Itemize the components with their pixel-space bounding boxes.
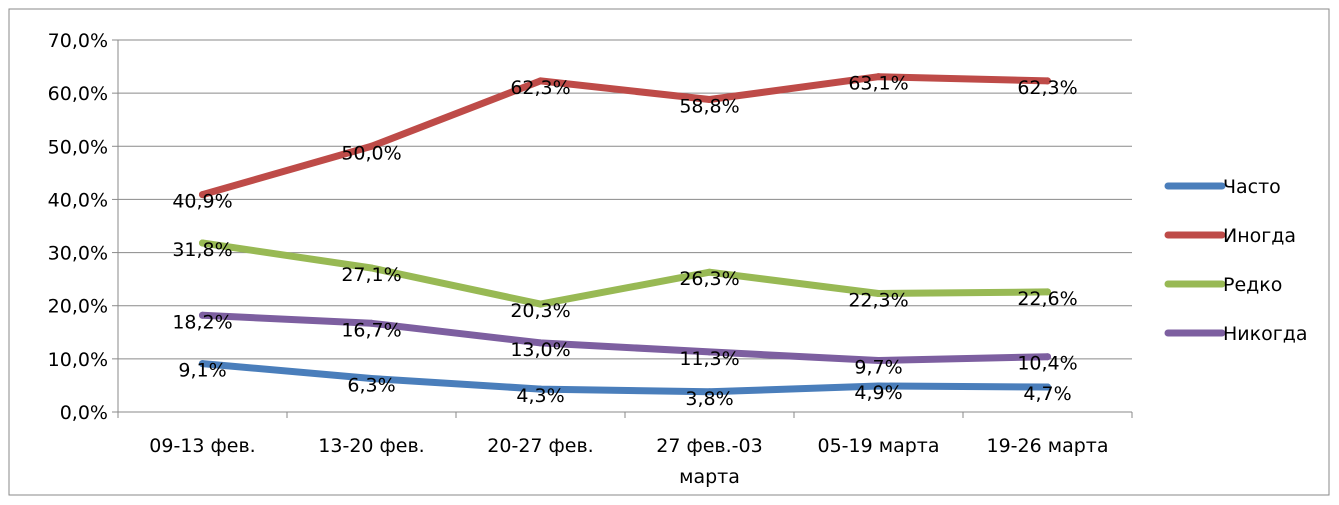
- data-point: [199, 239, 206, 247]
- data-label: 31,8%: [172, 239, 232, 261]
- axes: [112, 39, 1133, 418]
- data-label: 4,9%: [854, 382, 902, 404]
- legend-label: Редко: [1223, 274, 1282, 296]
- y-tick-label: 50,0%: [48, 136, 108, 158]
- y-tick-label: 30,0%: [48, 243, 108, 265]
- data-label: 13,0%: [510, 339, 570, 361]
- x-tick-label: 19-26 марта: [987, 435, 1109, 457]
- data-point: [706, 388, 713, 396]
- y-tick-label: 60,0%: [48, 83, 108, 105]
- data-point: [706, 348, 713, 356]
- data-label: 10,4%: [1017, 353, 1077, 375]
- data-point: [199, 191, 206, 199]
- y-axis-ticks: 0,0% 10,0% 20,0% 30,0% 40,0% 50,0% 60,0% 70,0%: [48, 30, 108, 424]
- data-point: [368, 319, 375, 327]
- data-point: [1044, 288, 1051, 296]
- data-label: 27,1%: [341, 264, 401, 286]
- data-label: 62,3%: [510, 77, 570, 99]
- y-tick-label: 0,0%: [60, 402, 108, 424]
- data-label: 62,3%: [1017, 77, 1077, 99]
- legend-label: Часто: [1223, 176, 1281, 198]
- x-tick-label: 05-19 марта: [818, 435, 940, 457]
- data-label: 26,3%: [679, 268, 739, 290]
- data-point: [537, 339, 544, 347]
- data-label: 50,0%: [341, 142, 401, 164]
- data-label: 18,2%: [172, 311, 232, 333]
- data-label: 4,3%: [516, 385, 564, 407]
- legend: Часто Иногда Редко Никогда: [1164, 176, 1308, 345]
- data-point: [199, 311, 206, 319]
- data-point: [1044, 77, 1051, 85]
- data-point: [199, 360, 206, 368]
- y-tick-label: 70,0%: [48, 30, 108, 52]
- data-point: [368, 375, 375, 383]
- x-tick-label: 13-20 фев.: [318, 435, 424, 457]
- x-tick-label: марта: [679, 466, 740, 488]
- data-point: [706, 96, 713, 104]
- data-point: [875, 382, 882, 390]
- data-label: 22,6%: [1017, 288, 1077, 310]
- legend-label: Никогда: [1223, 323, 1308, 345]
- series-line: [199, 311, 1051, 364]
- y-tick-label: 20,0%: [48, 296, 108, 318]
- data-label: 4,7%: [1023, 383, 1071, 405]
- series-line: [199, 360, 1051, 396]
- data-point: [706, 268, 713, 276]
- data-point: [537, 300, 544, 308]
- y-tick-label: 40,0%: [48, 189, 108, 211]
- series-lines: [199, 73, 1051, 396]
- chart-frame: [8, 8, 1330, 496]
- data-label: 20,3%: [510, 300, 570, 322]
- data-label: 16,7%: [341, 319, 401, 341]
- data-point: [875, 356, 882, 364]
- data-labels: 9,1% 6,3% 4,3% 3,8% 4,9% 4,7% 40,9% 50,0% 62,3% 5…: [172, 73, 1077, 410]
- data-point: [368, 142, 375, 150]
- x-tick-label: 20-27 фев.: [487, 435, 593, 457]
- x-axis-ticks: 09-13 фев. 13-20 фев. 20-27 фев. 27 фев.-03…: [149, 435, 1108, 488]
- series-line: [199, 239, 1051, 308]
- data-point: [537, 385, 544, 393]
- data-label: 9,7%: [854, 356, 902, 378]
- data-point: [1044, 383, 1051, 391]
- data-point: [537, 77, 544, 85]
- data-point: [875, 73, 882, 81]
- data-label: 58,8%: [679, 96, 739, 118]
- series-line: [199, 73, 1051, 199]
- data-label: 63,1%: [848, 73, 908, 95]
- data-point: [875, 289, 882, 297]
- data-label: 11,3%: [679, 348, 739, 370]
- data-point: [368, 264, 375, 272]
- data-label: 40,9%: [172, 191, 232, 213]
- legend-label: Иногда: [1223, 225, 1296, 247]
- data-label: 6,3%: [347, 375, 395, 397]
- data-label: 9,1%: [178, 360, 226, 382]
- x-tick-label: 09-13 фев.: [149, 435, 255, 457]
- data-label: 3,8%: [685, 388, 733, 410]
- x-tick-label: 27 фев.-03: [656, 435, 762, 457]
- data-point: [1044, 353, 1051, 361]
- data-label: 22,3%: [848, 289, 908, 311]
- y-tick-label: 10,0%: [48, 349, 108, 371]
